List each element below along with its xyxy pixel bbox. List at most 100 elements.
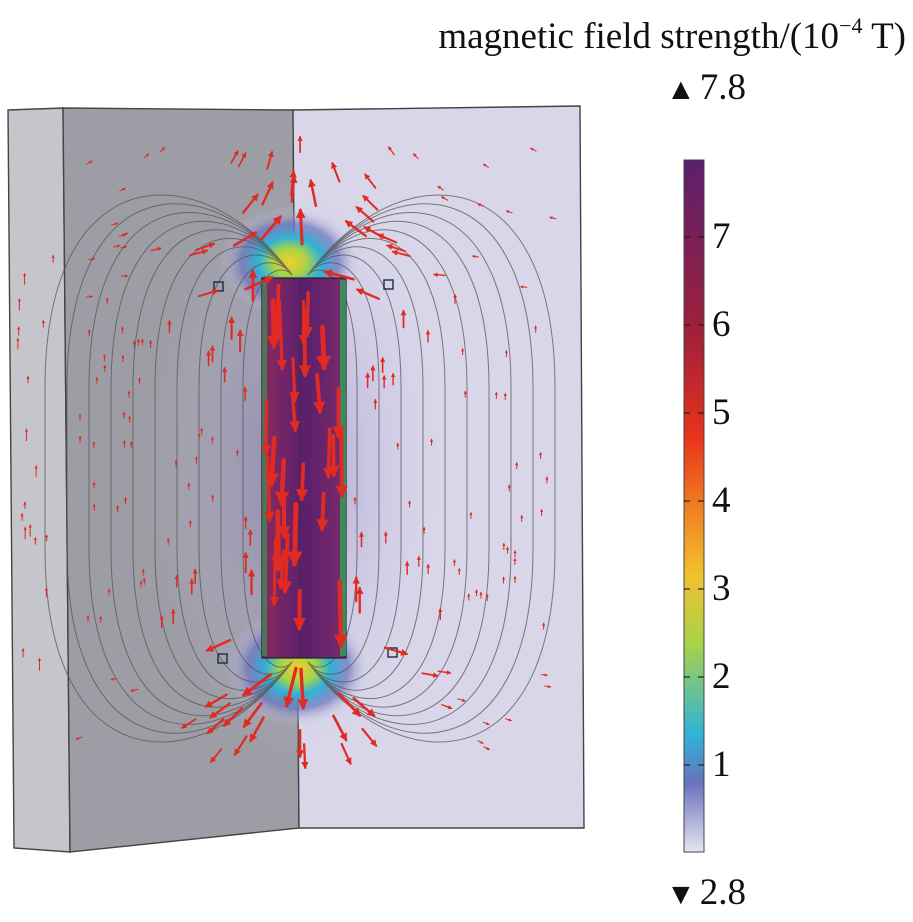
colorbar-tick-3: 3 [712, 568, 731, 609]
field-lines [44, 194, 556, 743]
colorbar [683, 159, 705, 853]
colorbar-tick-6: 6 [712, 304, 731, 345]
field-line [307, 203, 534, 734]
field-vector-arrow [119, 187, 126, 192]
field-vector-arrow [188, 249, 209, 257]
field-vector-arrow [206, 718, 225, 735]
field-vector-arrow [222, 706, 244, 727]
field-line [154, 237, 293, 700]
field-vector-arrow [266, 298, 281, 350]
legend-title-exponent: −4 [839, 13, 863, 38]
field-vector-arrow [441, 704, 453, 710]
colorbar-tick-5: 5 [712, 392, 731, 433]
field-vector-arrow [88, 257, 96, 261]
field-vector-arrow [323, 269, 355, 281]
field-vector-arrow [283, 666, 298, 708]
colorbar-max-label: ▲ 7.8 [666, 68, 746, 110]
field-vector-arrow [312, 372, 326, 415]
colorbar-min-value: 2.8 [699, 872, 746, 913]
field-vector-arrow [327, 433, 340, 478]
colorbar-tick-7: 7 [712, 216, 731, 257]
min-triangle-icon: ▼ [666, 878, 696, 911]
field-vector-arrow [270, 508, 287, 573]
field-vector-arrow [316, 324, 332, 372]
field-vector-arrow [143, 153, 150, 159]
field-vector-arrow [289, 357, 300, 403]
field-vector-arrow [364, 173, 377, 189]
field-vector-arrow [249, 716, 265, 743]
field-vector-arrow [363, 226, 385, 239]
field-line [307, 246, 424, 691]
field-vector-arrow [386, 244, 406, 253]
field-vector-arrow [355, 206, 375, 223]
field-line [307, 194, 556, 743]
legend-title-unit: T) [862, 16, 906, 57]
field-line [242, 269, 293, 668]
field-vector-arrow [261, 181, 274, 206]
field-vector-arrow [544, 684, 552, 689]
field-vector-arrow [260, 215, 282, 241]
field-vector-arrow [433, 272, 446, 277]
field-line [110, 220, 293, 717]
colorbar-tick-4: 4 [712, 480, 731, 521]
field-vector-arrow [483, 746, 490, 751]
field-vector-arrow [316, 491, 329, 532]
field-vector-arrow [471, 254, 480, 259]
corner-marker-bottom-left [217, 653, 228, 664]
field-vector-arrow [295, 462, 309, 502]
field-vector-arrow [549, 216, 557, 220]
field-line [307, 212, 512, 725]
field-vector-arrow [150, 246, 162, 252]
field-vector-arrow [352, 696, 376, 718]
field-vector-arrow [75, 736, 83, 740]
field-vector-arrow [340, 742, 352, 765]
colorbar-min-label: ▼ 2.8 [666, 873, 746, 915]
field-vector-arrow [505, 718, 513, 722]
field-vector-arrow [289, 175, 298, 203]
field-line [307, 237, 446, 700]
field-vector-arrow [118, 233, 126, 237]
field-vector-arrow [244, 276, 274, 291]
field-vector-arrow [279, 533, 292, 594]
field-vector-arrow [355, 288, 381, 300]
field-vector-arrow [237, 152, 247, 168]
field-line [66, 203, 293, 734]
field-vector-arrow [391, 249, 411, 258]
max-triangle-icon: ▲ [666, 73, 696, 106]
field-vector-arrow [412, 153, 419, 160]
magnet-core-left-strip [262, 280, 267, 656]
field-vector-arrow [323, 427, 335, 480]
field-vector-arrow [335, 429, 349, 499]
field-vector-arrow [332, 714, 348, 742]
field-vector-arrow [204, 693, 228, 708]
field-vector-arrow [276, 549, 287, 590]
field-vector-arrow [477, 203, 485, 207]
field-vector-arrow [482, 163, 490, 168]
field-vector-arrow [242, 702, 263, 728]
field-line [307, 220, 490, 717]
field-vector-arrow [198, 288, 219, 298]
colorbar-tick-1: 1 [712, 744, 731, 785]
field-vector-arrow [210, 748, 223, 763]
field-vector-arrow [113, 244, 121, 248]
field-vector-arrow [242, 193, 259, 214]
field-vector-arrow [86, 160, 93, 165]
field-vector-arrow [159, 147, 166, 153]
legend-title-main: magnetic field strength/(10 [438, 16, 840, 57]
block-side-face [7, 107, 71, 853]
field-vector-arrow [362, 194, 379, 211]
corner-marker-bottom-right [387, 647, 398, 658]
field-vector-arrow [387, 146, 395, 156]
field-vector-arrow [295, 208, 306, 246]
field-vector-arrow [120, 245, 128, 249]
field-vector-arrow [209, 702, 231, 719]
field-line [198, 254, 293, 683]
field-vector-arrow [482, 721, 490, 726]
field-vector-arrow [520, 285, 528, 289]
field-vector-arrow [180, 718, 197, 729]
field-vector-arrow [205, 638, 232, 652]
field-vector-arrow [130, 688, 139, 693]
field-vector-arrow [331, 161, 341, 183]
field-line [88, 212, 293, 725]
